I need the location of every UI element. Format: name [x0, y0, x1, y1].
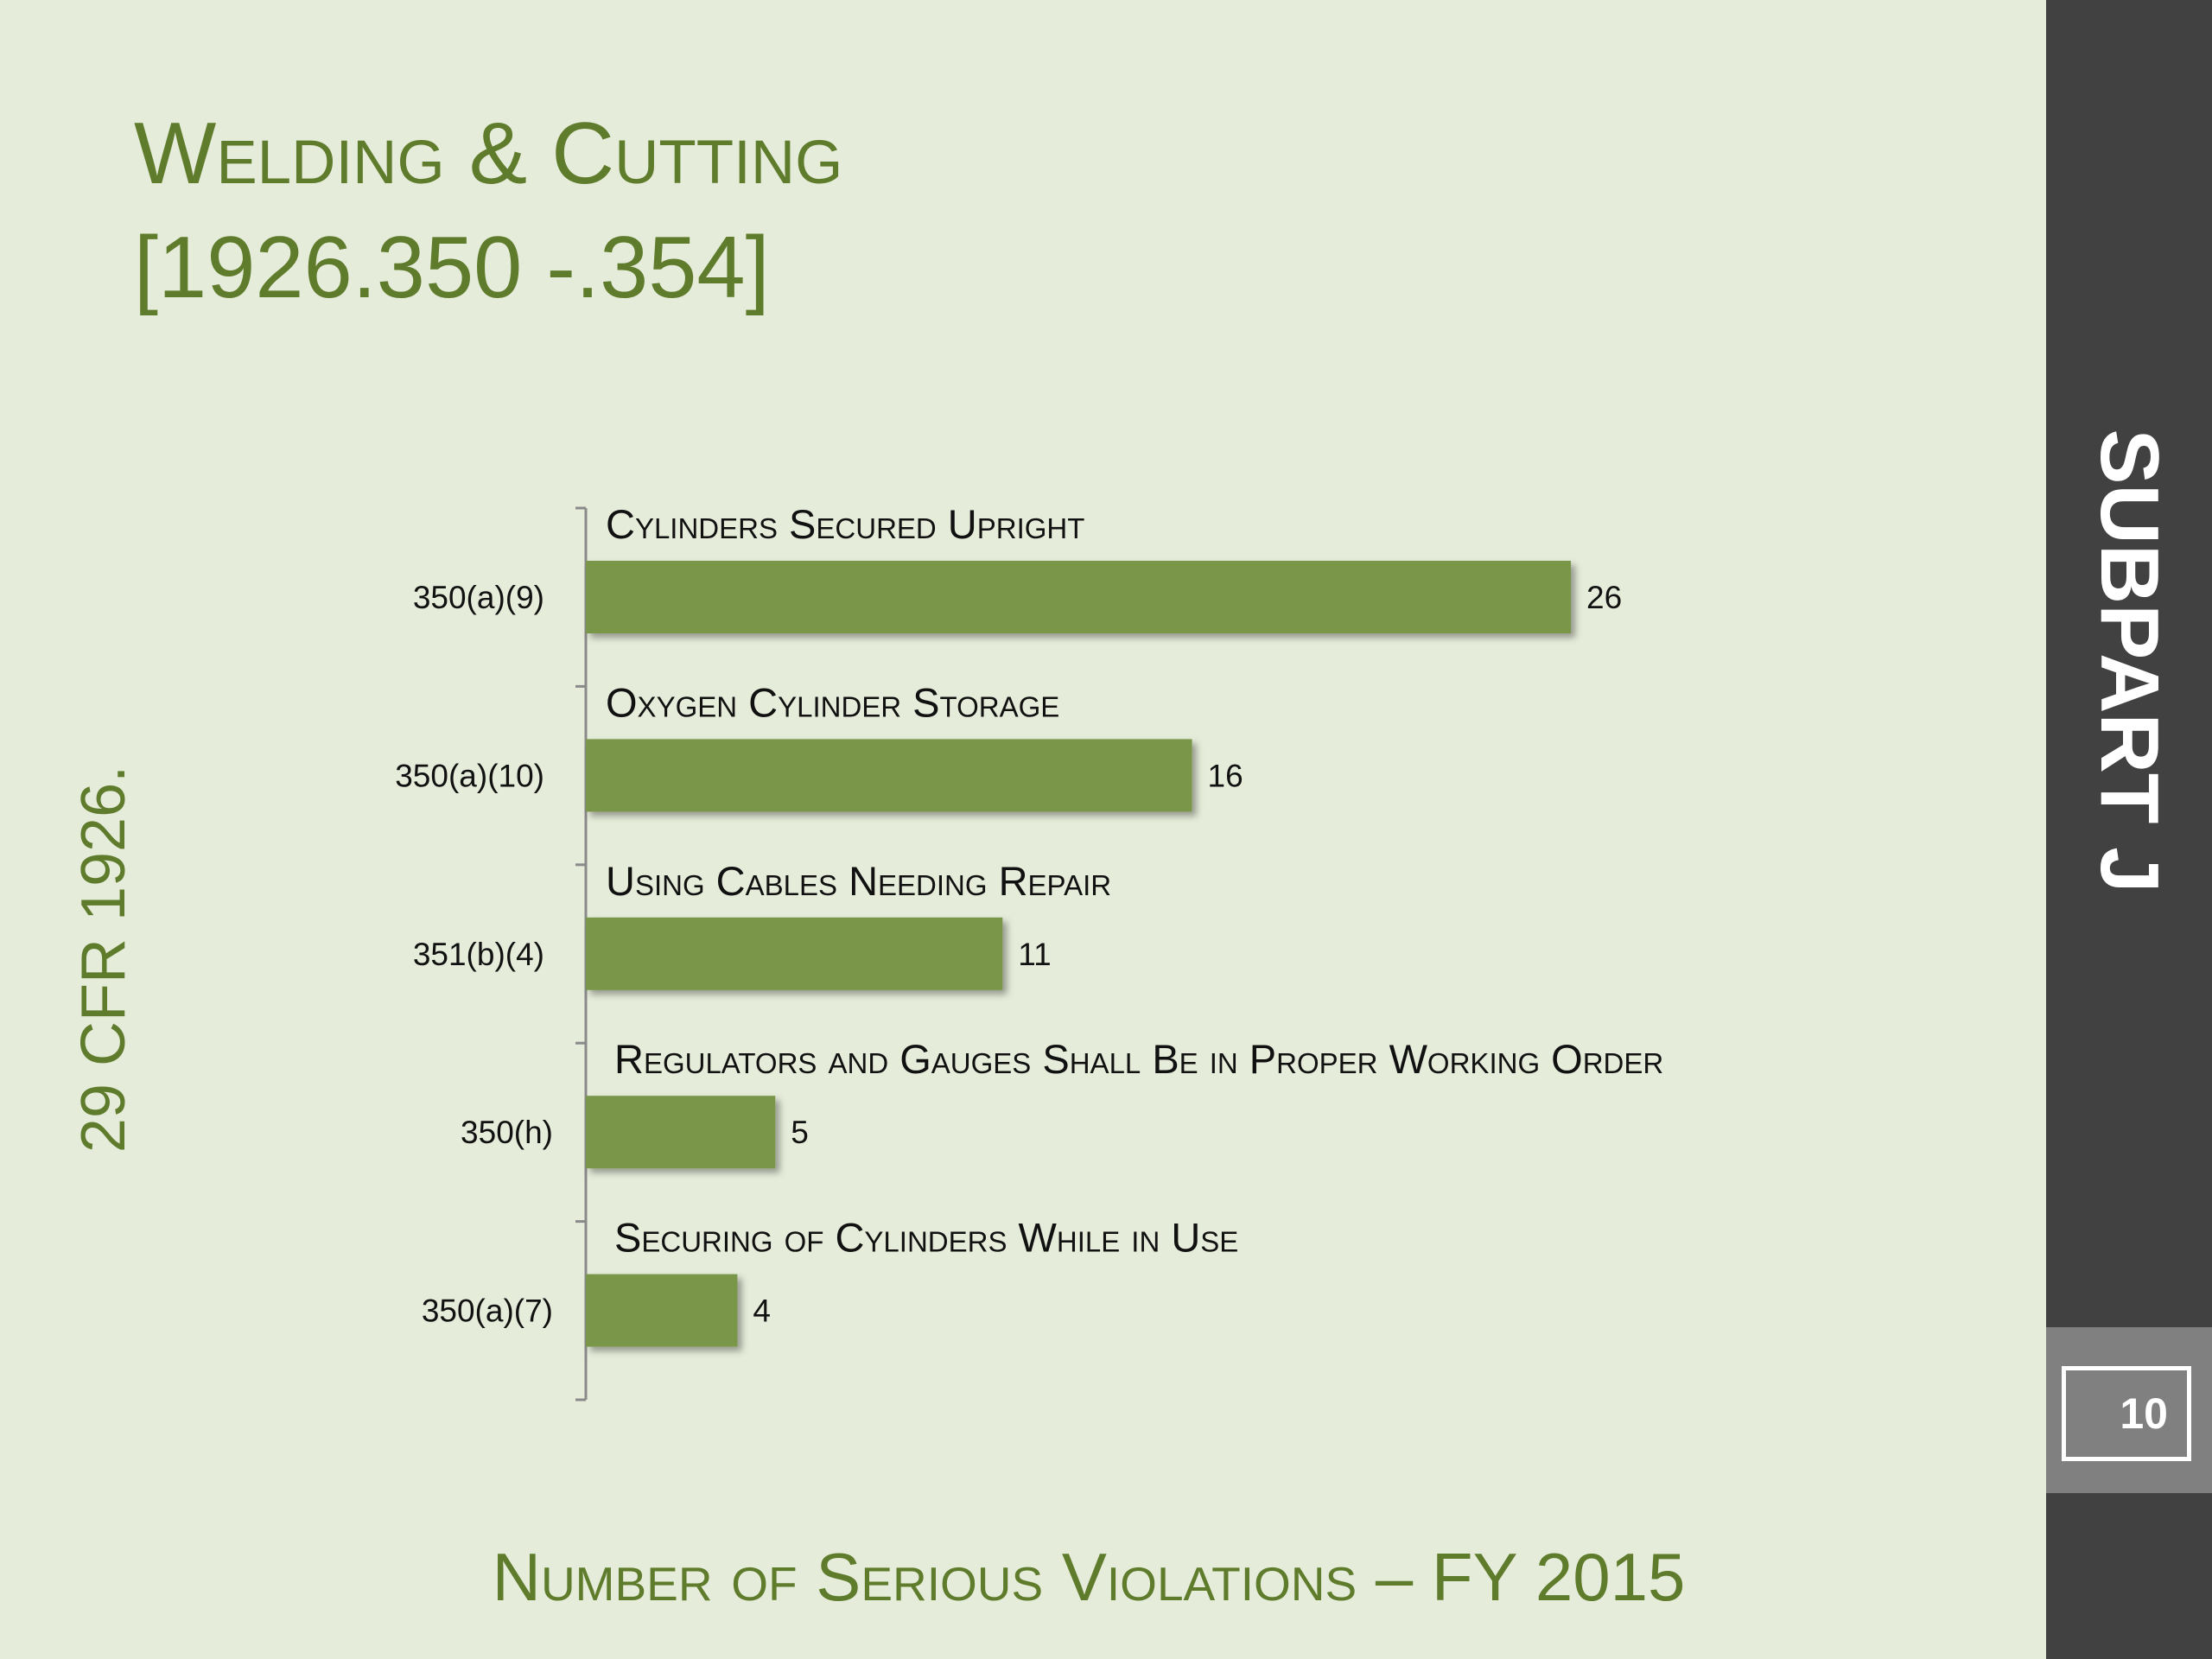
bar-annotation: Oxygen Cylinder Storage	[606, 679, 1059, 725]
bar-annotation: Cylinders Secured Upright	[606, 501, 1084, 547]
category-label: 350(a)(9)	[413, 580, 544, 615]
right-panel: SUBPART J 10	[2046, 0, 2212, 1659]
bar-annotation: Using Cables Needing Repair	[606, 858, 1111, 904]
subpart-label: SUBPART J	[2083, 429, 2176, 893]
category-label: 350(a)(7)	[422, 1294, 553, 1329]
bar	[586, 739, 1192, 812]
value-label: 4	[753, 1294, 771, 1329]
page-number: 10	[2062, 1366, 2191, 1461]
slide-title: Welding & Cutting [1926.350 -.354]	[134, 97, 842, 325]
value-label: 16	[1208, 758, 1243, 793]
bar-annotation: Regulators and Gauges Shall Be in Proper…	[614, 1036, 1663, 1082]
bar-annotation: Securing of Cylinders While in Use	[614, 1215, 1238, 1261]
page-number-band: 10	[2046, 1327, 2212, 1493]
value-label: 5	[791, 1115, 809, 1150]
title-line-2: [1926.350 -.354]	[134, 219, 770, 316]
category-label: 350(h)	[461, 1115, 553, 1150]
bar	[586, 1274, 738, 1347]
chart-layer: Cylinders Secured Upright 350(a)(9) 26 Oxyg…	[395, 501, 1663, 1402]
category-label: 350(a)(10)	[395, 758, 544, 793]
category-label: 351(b)(4)	[413, 937, 544, 972]
bar	[586, 561, 1571, 633]
value-label: 26	[1586, 580, 1622, 615]
chart-title: Number of Serious Violations – FY 2015	[492, 1539, 1686, 1615]
title-line-1: Welding & Cutting	[134, 105, 843, 202]
bar	[586, 917, 1003, 990]
bar-chart: Cylinders Secured Upright 350(a)(9) 26 Oxyg…	[395, 501, 1663, 1402]
value-label: 11	[1018, 937, 1051, 972]
bar	[586, 1096, 776, 1169]
